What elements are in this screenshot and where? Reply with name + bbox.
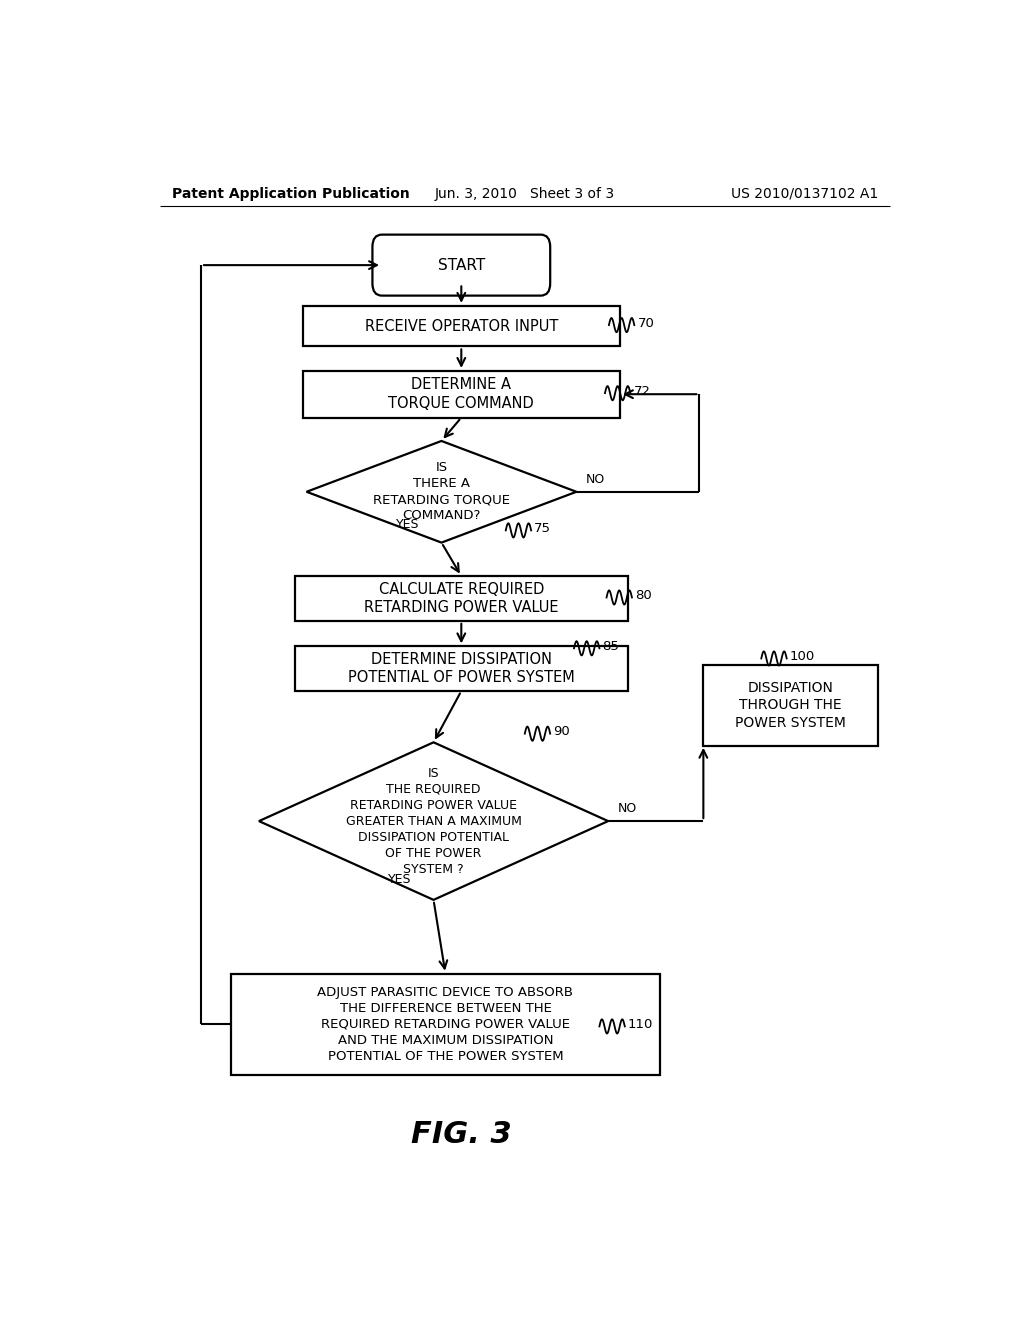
Text: START: START [437, 257, 485, 273]
Bar [303, 371, 621, 417]
Text: DISSIPATION
THROUGH THE
POWER SYSTEM: DISSIPATION THROUGH THE POWER SYSTEM [735, 681, 846, 730]
Text: DETERMINE DISSIPATION
POTENTIAL OF POWER SYSTEM: DETERMINE DISSIPATION POTENTIAL OF POWER… [348, 652, 574, 685]
Text: NO: NO [617, 803, 637, 816]
Text: YES: YES [388, 873, 412, 886]
Text: 72: 72 [634, 384, 650, 397]
Text: 110: 110 [628, 1018, 653, 1031]
Text: IS
THE REQUIRED
RETARDING POWER VALUE
GREATER THAN A MAXIMUM
DISSIPATION POTENTI: IS THE REQUIRED RETARDING POWER VALUE GR… [345, 767, 521, 875]
Text: 100: 100 [790, 649, 815, 663]
Text: 85: 85 [602, 640, 620, 653]
Text: FIG. 3: FIG. 3 [411, 1119, 512, 1148]
Bar [703, 664, 878, 746]
Text: YES: YES [396, 517, 420, 531]
Polygon shape [259, 742, 608, 900]
Text: RECEIVE OPERATOR INPUT: RECEIVE OPERATOR INPUT [365, 318, 558, 334]
Text: US 2010/0137102 A1: US 2010/0137102 A1 [731, 187, 878, 201]
Text: Patent Application Publication: Patent Application Publication [172, 187, 410, 201]
Text: ADJUST PARASITIC DEVICE TO ABSORB
THE DIFFERENCE BETWEEN THE
REQUIRED RETARDING : ADJUST PARASITIC DEVICE TO ABSORB THE DI… [317, 986, 573, 1063]
Text: IS
THERE A
RETARDING TORQUE
COMMAND?: IS THERE A RETARDING TORQUE COMMAND? [373, 461, 510, 523]
Text: 80: 80 [635, 589, 652, 602]
Text: CALCULATE REQUIRED
RETARDING POWER VALUE: CALCULATE REQUIRED RETARDING POWER VALUE [365, 582, 558, 615]
Text: NO: NO [586, 473, 605, 486]
Bar [295, 576, 628, 620]
Text: 70: 70 [638, 317, 654, 330]
Bar [295, 647, 628, 690]
Bar [231, 974, 659, 1076]
Text: 90: 90 [553, 725, 570, 738]
Polygon shape [306, 441, 577, 543]
Text: Jun. 3, 2010   Sheet 3 of 3: Jun. 3, 2010 Sheet 3 of 3 [435, 187, 614, 201]
Bar [303, 306, 621, 346]
Text: DETERMINE A
TORQUE COMMAND: DETERMINE A TORQUE COMMAND [388, 378, 535, 411]
FancyBboxPatch shape [373, 235, 550, 296]
Text: 75: 75 [535, 521, 551, 535]
